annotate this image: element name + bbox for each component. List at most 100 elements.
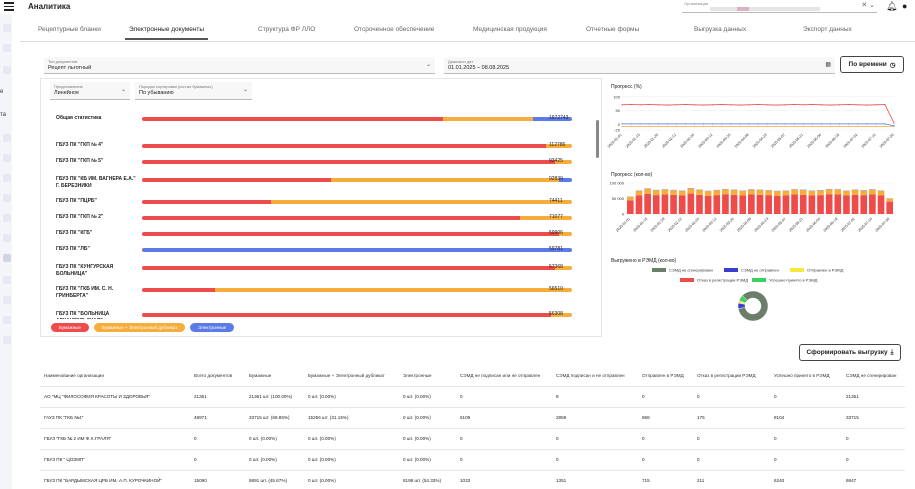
stacked-bar[interactable]	[142, 117, 572, 121]
bar-segment-paper-electronic	[546, 144, 572, 148]
stacked-bar[interactable]	[142, 216, 572, 220]
stacked-bar[interactable]	[142, 266, 572, 270]
tab-report-forms[interactable]: Отчетные формы	[586, 26, 640, 33]
rail-item[interactable]	[3, 254, 11, 262]
table-row[interactable]: ГБУЗ ПК "БАРДЫМСКАЯ ЦРБ ИМ. А.П. КУРОЧКИ…	[40, 470, 905, 489]
rail-item[interactable]	[3, 44, 11, 52]
column-header[interactable]: СЭМД не подписан или не отправлен	[456, 366, 552, 387]
table-row[interactable]: ГАУЗ ПК "ГКБ №4" 48971 33715 шт. (68.85%) 1…	[40, 407, 905, 429]
calendar-icon[interactable]: ▦	[825, 62, 831, 68]
rail-item[interactable]	[3, 154, 11, 162]
chart-title: Прогресс (%)	[611, 84, 642, 90]
column-header[interactable]: СЭМД не сгенерирован	[842, 366, 905, 387]
data-point	[811, 103, 813, 106]
table-cell: 6240	[770, 470, 842, 489]
data-point	[775, 104, 777, 106]
table-cell: ГБУЗ "ГКБ № 2 ИМ Ф.Х.ГРАЛЯ"	[40, 428, 190, 450]
column-header[interactable]: Бумажные	[245, 366, 304, 387]
tab-electronic-documents[interactable]: Электронные документы	[124, 26, 209, 40]
stacked-bar[interactable]	[142, 160, 572, 164]
table-cell: 0	[770, 386, 842, 408]
by-time-button[interactable]: По времени ◷	[840, 56, 904, 73]
rail-item[interactable]	[3, 296, 11, 304]
stacked-bar[interactable]	[142, 248, 572, 252]
export-button[interactable]: Сформировать выгрузку ⤓	[799, 344, 901, 361]
representation-value: Линейное	[54, 90, 80, 96]
stacked-bar[interactable]	[142, 144, 572, 148]
data-point	[666, 104, 668, 106]
statistics-list[interactable]: Общая статистика 1672743 ГБУЗ ПК "ГКП № 4"…	[41, 108, 602, 319]
column-header[interactable]: Отправлен в РЭМД	[638, 366, 693, 387]
date-range-field[interactable]: Диапазон дат 01.01.2025 – 08.08.2025 ▦	[444, 57, 835, 74]
stacked-bar[interactable]	[142, 178, 572, 182]
representation-select[interactable]: Представление Линейное ⌄	[50, 82, 130, 100]
remd-donut-svg: СЭМД не сгенерирован СЭМД не отправлен Отп…	[652, 268, 844, 322]
data-point	[748, 104, 750, 106]
data-point	[802, 104, 804, 106]
data-point	[657, 104, 659, 106]
statistics-scrollbar[interactable]	[596, 120, 599, 158]
tab-fr-llo-structure[interactable]: Структура ФР ЛЛО	[258, 26, 316, 33]
legend-swatch	[680, 278, 694, 282]
stacked-bar[interactable]	[142, 288, 572, 292]
tab-deferred-supply[interactable]: Отсроченное обеспечение	[354, 26, 435, 33]
rail-item[interactable]	[3, 66, 11, 74]
data-point	[693, 123, 696, 125]
table-row[interactable]: АО "МЦ "ФИЛОСОФИЯ КРАСОТЫ И ЗДОРОВЬЯ" 213…	[40, 386, 905, 408]
bar	[748, 194, 755, 214]
bar	[860, 190, 868, 196]
tab-data-upload[interactable]: Выгрузка данных	[694, 26, 747, 33]
x-tick-label: 2025-07-02	[840, 217, 856, 233]
tab-medical-products[interactable]: Медицинская продукция	[473, 26, 547, 33]
data-point	[666, 125, 668, 127]
column-header[interactable]: СЭМД подписан и не отправлен	[552, 366, 638, 387]
chart-title: Выгружено в РЭМД (кол-во)	[611, 258, 677, 264]
data-point	[630, 103, 632, 106]
bar	[860, 195, 868, 214]
rail-item[interactable]	[3, 336, 11, 344]
legend-chip-paper-electronic[interactable]: Бумажные + Электронный дубликат	[93, 323, 186, 332]
rail-item[interactable]	[3, 234, 11, 242]
bar	[851, 189, 859, 195]
rail-item[interactable]	[3, 24, 11, 32]
column-header[interactable]: Отказ в регистрации РЭМД	[693, 366, 770, 387]
user-icon[interactable]: ●	[902, 1, 908, 11]
table-row[interactable]: ГБУЗ "ГКБ № 2 ИМ Ф.Х.ГРАЛЯ" 0 0 шт. (0.00%…	[40, 428, 905, 450]
rail-item[interactable]	[3, 276, 11, 284]
menu-icon[interactable]	[4, 2, 14, 11]
table-cell: 211	[693, 470, 770, 489]
stacked-bar[interactable]	[142, 200, 572, 204]
tab-prescription-forms[interactable]: Рецептурные бланки	[38, 26, 101, 33]
organization-value-redacted-mark	[737, 7, 749, 11]
bar-segment-electronic	[533, 117, 572, 121]
tab-data-export[interactable]: Экспорт данных	[803, 26, 852, 33]
table-row[interactable]: ГБУЗ ПК " ЦОЗМП" 0 0 шт. (0.00%) 0 шт. (0.0…	[40, 449, 905, 471]
clear-chevron-icon[interactable]: ✕ ⌄	[861, 2, 875, 9]
rail-item[interactable]	[3, 214, 11, 222]
table-cell: 0	[638, 428, 693, 450]
legend-chip-paper[interactable]: Бумажные	[51, 323, 89, 332]
column-header[interactable]: Электронные	[399, 366, 456, 387]
notification-bell-icon[interactable]: 🔔︎	[886, 1, 898, 11]
column-header[interactable]: Всего документов	[190, 366, 245, 387]
bar-segment-paper	[142, 178, 332, 182]
rail-item[interactable]	[3, 174, 11, 182]
organization-select[interactable]: Организация ✕ ⌄	[682, 1, 877, 13]
rail-item[interactable]	[3, 134, 11, 142]
column-header[interactable]: Успешно принято в РЭМД	[770, 366, 842, 387]
bar	[756, 189, 764, 195]
rail-item[interactable]	[3, 316, 11, 324]
column-header[interactable]: Наименование организации	[40, 366, 190, 387]
stacked-bar[interactable]	[142, 313, 572, 317]
y-tick-label: 50	[616, 108, 621, 113]
column-header[interactable]: Бумажные + Электронный дубликат	[304, 366, 399, 387]
data-point	[775, 125, 777, 127]
legend-chip-electronic[interactable]: Электронные	[190, 323, 235, 332]
y-tick-label: 0	[622, 212, 625, 217]
x-tick-label: 2025-06-18	[824, 133, 840, 149]
bar	[635, 195, 643, 214]
doc-type-select[interactable]: Тип документов Рецепт льготный ⌄	[44, 57, 435, 74]
stacked-bar[interactable]	[142, 232, 572, 236]
sort-order-select[interactable]: Порядок сортировки (кол-во бумажных) По …	[135, 82, 252, 100]
rail-item[interactable]	[3, 194, 11, 202]
